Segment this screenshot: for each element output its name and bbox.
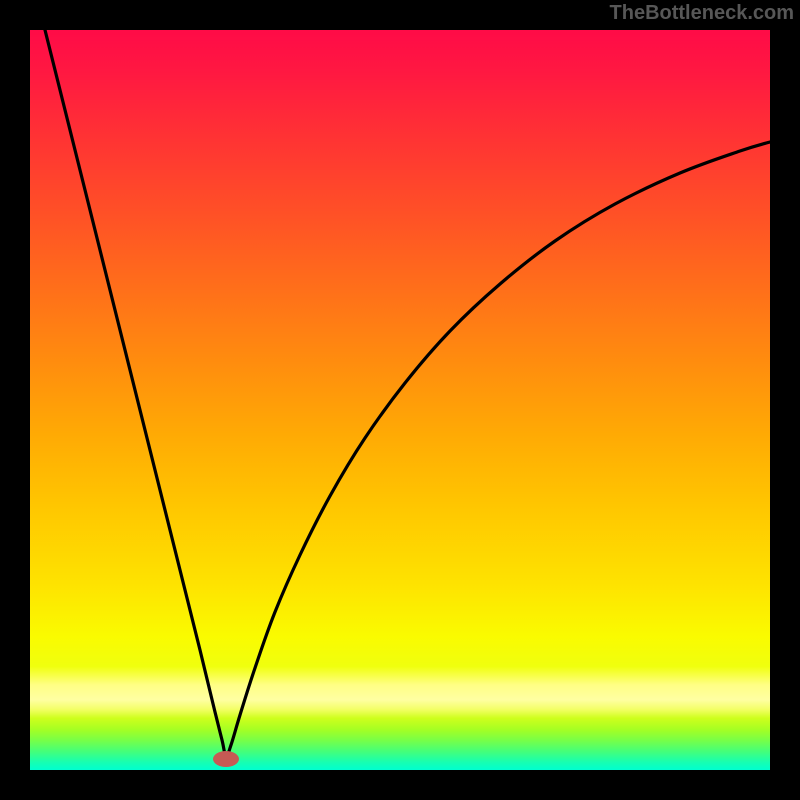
optimal-marker	[213, 751, 239, 767]
gradient-area	[30, 30, 770, 770]
chart-container: TheBottleneck.com	[0, 0, 800, 800]
bottleneck-chart	[0, 0, 800, 800]
watermark-text: TheBottleneck.com	[610, 2, 794, 25]
